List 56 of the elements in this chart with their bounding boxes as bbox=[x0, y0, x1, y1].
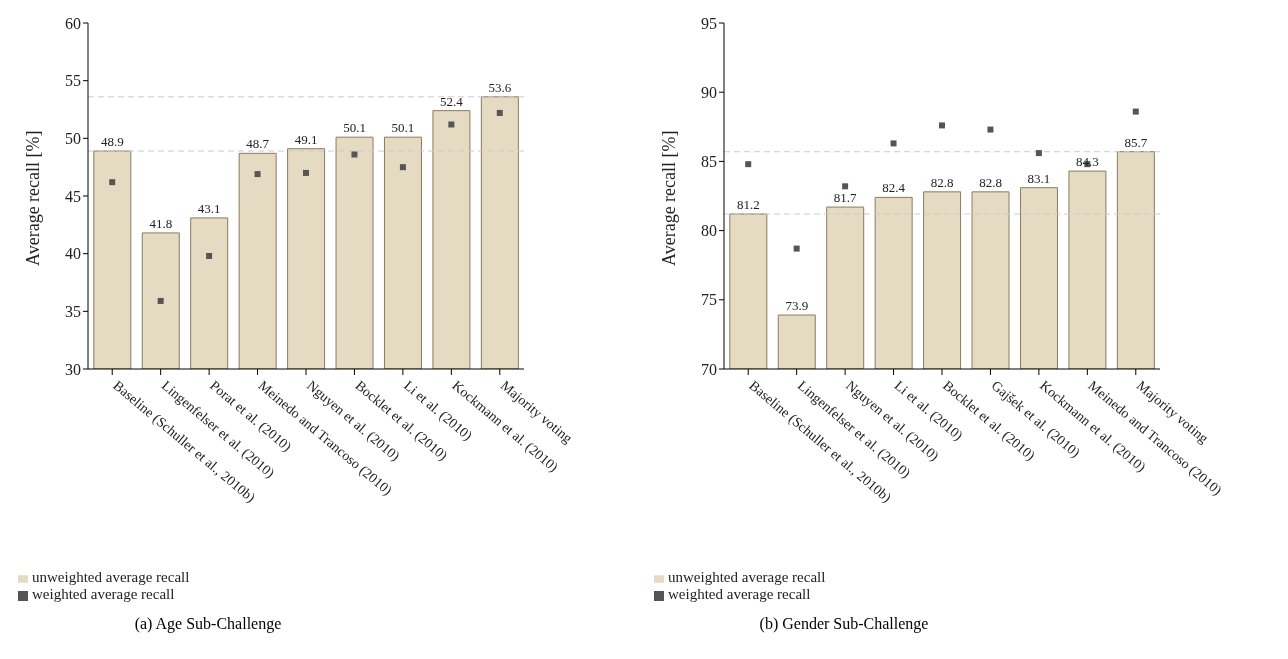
data-label: 82.8 bbox=[930, 174, 954, 190]
data-label: 84.3 bbox=[1076, 154, 1099, 170]
data-label: 43.1 bbox=[197, 200, 221, 216]
point bbox=[448, 121, 455, 128]
data-label: 81.7 bbox=[833, 190, 858, 206]
point bbox=[793, 245, 800, 252]
data-label: 82.8 bbox=[979, 174, 1002, 190]
point bbox=[351, 151, 358, 158]
y-tick-label: 35 bbox=[65, 303, 81, 321]
point bbox=[890, 140, 897, 147]
y-tick-label: 95 bbox=[701, 14, 717, 32]
point bbox=[987, 126, 994, 133]
point bbox=[745, 161, 752, 168]
data-label: 41.8 bbox=[149, 215, 173, 231]
legend-label: weighted average recall bbox=[32, 586, 175, 602]
y-tick-label: 60 bbox=[65, 14, 81, 32]
data-label: 82.4 bbox=[882, 180, 906, 196]
data-label: 50.1 bbox=[391, 120, 415, 136]
y-tick-label: 40 bbox=[65, 245, 81, 263]
data-label: 73.9 bbox=[785, 298, 809, 314]
data-label: 50.1 bbox=[343, 120, 366, 136]
text: (a) Age Sub-Challenge bbox=[133, 615, 283, 633]
data-label: 81.2 bbox=[736, 196, 760, 212]
data-label: 85.7 bbox=[1124, 134, 1148, 150]
data-label: 83.1 bbox=[1027, 170, 1051, 186]
data-label: 48.7 bbox=[246, 136, 270, 152]
y-tick-label: 30 bbox=[65, 360, 81, 378]
y-tick-label: 45 bbox=[65, 187, 81, 205]
y-tick-label: 90 bbox=[701, 83, 717, 101]
data-label: 48.9 bbox=[100, 134, 124, 150]
y-tick-label: 85 bbox=[701, 153, 717, 171]
y-axis-title: Average recall [%] bbox=[23, 130, 44, 266]
point bbox=[303, 169, 309, 176]
point bbox=[1132, 108, 1139, 115]
y-tick-label: 50 bbox=[65, 130, 81, 148]
y-tick-label: 55 bbox=[65, 72, 81, 90]
legend-label: unweighted average recall bbox=[32, 569, 190, 585]
data-label: 49.1 bbox=[294, 131, 318, 147]
point bbox=[496, 109, 503, 116]
text: (b) Gender Sub-Challenge bbox=[758, 615, 930, 633]
point bbox=[842, 183, 849, 190]
point bbox=[399, 164, 406, 171]
point bbox=[254, 171, 261, 178]
y-tick-label: 80 bbox=[701, 222, 717, 240]
point bbox=[206, 252, 213, 259]
y-axis-title: Average recall [%] bbox=[659, 130, 680, 266]
data-label: 52.4 bbox=[440, 93, 464, 109]
data-label: 53.6 bbox=[488, 79, 512, 95]
y-tick-label: 70 bbox=[701, 360, 717, 378]
point bbox=[157, 297, 164, 304]
y-tick-label: 75 bbox=[701, 291, 717, 309]
point bbox=[939, 122, 945, 129]
point bbox=[109, 179, 116, 186]
point bbox=[1035, 150, 1042, 157]
legend-label: unweighted average recall bbox=[668, 569, 826, 585]
legend-label: weighted average recall bbox=[668, 586, 811, 602]
